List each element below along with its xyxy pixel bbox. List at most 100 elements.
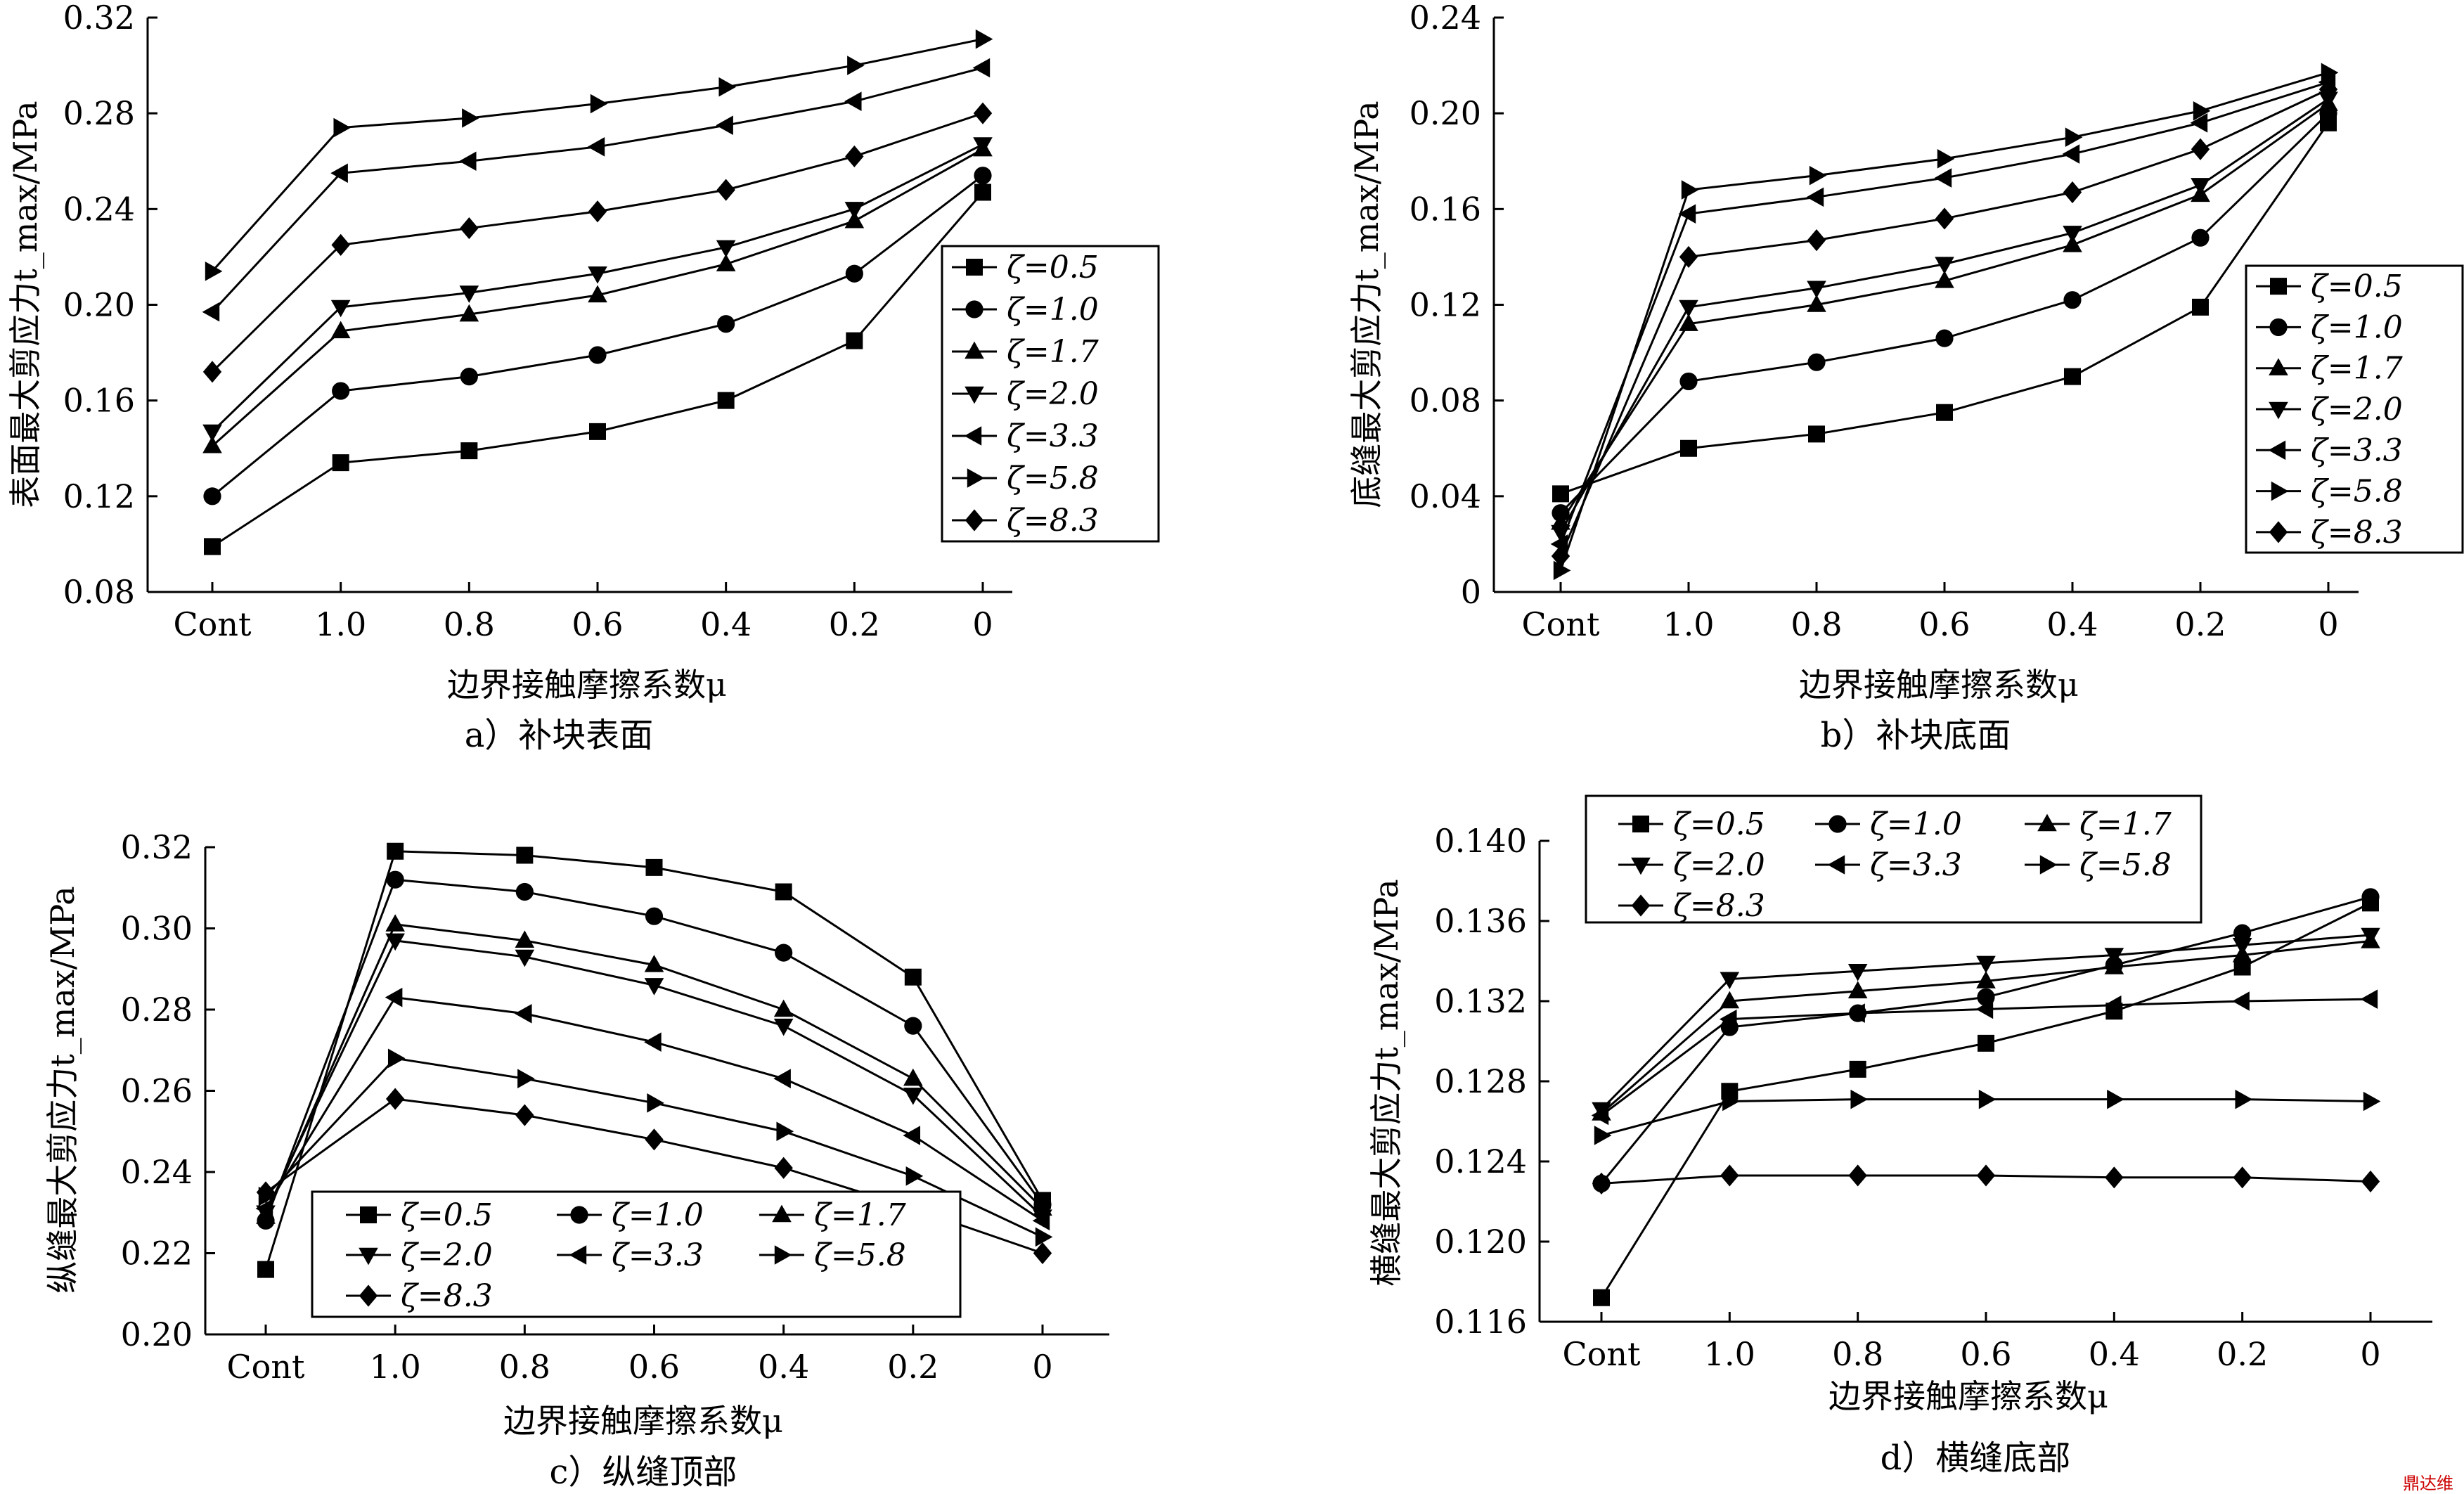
data-point-c-zeta-2-0 xyxy=(644,978,664,996)
data-point-c-zeta-1-7 xyxy=(903,1068,923,1086)
data-point-c-zeta-0-5 xyxy=(387,842,404,860)
data-point-a-zeta-0-5 xyxy=(460,442,478,460)
series-line-a-zeta-0-5 xyxy=(212,191,984,548)
series-b-zeta-5-8 xyxy=(1553,63,2339,581)
data-point-c-zeta-1-7 xyxy=(515,930,535,948)
y-axis-title-c: 纵缝最大剪应力t_max/MPa xyxy=(44,886,82,1293)
y-tick-label-c: 0.22 xyxy=(121,1235,193,1273)
data-point-a-zeta-5-8 xyxy=(718,77,737,97)
data-point-a-zeta-2-0 xyxy=(588,266,607,284)
data-point-c-zeta-2-0 xyxy=(385,933,405,951)
data-point-c-zeta-3-3 xyxy=(644,1032,662,1052)
x-tick-label-c: 0.8 xyxy=(499,1348,550,1386)
y-tick-label-b: 0.20 xyxy=(1410,94,1481,132)
x-tick-label-a: 0.6 xyxy=(572,605,623,643)
legend-marker-a xyxy=(965,386,984,404)
legend-marker-c xyxy=(772,1204,792,1223)
y-tick-label-b: 0.08 xyxy=(1410,382,1481,420)
series-a-zeta-1-0 xyxy=(203,167,992,505)
legend-marker-d xyxy=(2037,813,2057,832)
legend-marker-a xyxy=(965,300,983,318)
data-point-d-zeta-2-0 xyxy=(2104,948,2124,965)
series-d-zeta-3-3 xyxy=(1591,989,2378,1126)
legend-marker-a xyxy=(967,468,985,488)
legend-label-d: ζ=8.3 xyxy=(1673,888,1765,924)
legend-marker-b xyxy=(2270,278,2287,295)
data-point-d-zeta-5-8 xyxy=(1594,1126,1612,1145)
x-tick-label-b: 0 xyxy=(2318,605,2338,643)
data-point-c-zeta-8-3 xyxy=(774,1157,793,1179)
x-tick-label-a: 1.0 xyxy=(315,605,366,643)
y-tick-label-d: 0.120 xyxy=(1434,1223,1527,1261)
data-point-a-zeta-1-7 xyxy=(459,304,479,322)
data-point-b-zeta-5-8 xyxy=(2193,101,2211,121)
x-tick-label-b: 0.6 xyxy=(1918,605,1970,643)
data-point-c-zeta-0-5 xyxy=(257,1261,274,1278)
data-point-b-zeta-8-3 xyxy=(1679,245,1698,269)
x-tick-label-b: Cont xyxy=(1521,605,1600,643)
data-point-a-zeta-3-3 xyxy=(458,151,477,172)
y-tick-label-d: 0.128 xyxy=(1434,1062,1527,1100)
legend-label-c: ζ=3.3 xyxy=(612,1237,704,1273)
data-point-d-zeta-1-7 xyxy=(1976,971,1996,989)
legend-marker-b xyxy=(2269,521,2288,543)
x-tick-label-d: 0.8 xyxy=(1832,1335,1883,1373)
legend-label-d: ζ=1.7 xyxy=(2079,806,2172,842)
data-point-b-zeta-5-8 xyxy=(1809,165,1827,186)
series-d-zeta-8-3 xyxy=(1592,1164,2380,1194)
y-tick-label-d: 0.140 xyxy=(1434,822,1527,860)
series-a-zeta-5-8 xyxy=(205,29,993,281)
legend-label-d: ζ=2.0 xyxy=(1673,847,1765,883)
data-point-b-zeta-8-3 xyxy=(1935,207,1954,230)
data-point-a-zeta-1-0 xyxy=(974,167,992,185)
data-point-d-zeta-5-8 xyxy=(2107,1089,2124,1109)
series-a-zeta-8-3 xyxy=(202,102,993,383)
data-point-d-zeta-1-0 xyxy=(2233,924,2252,942)
legend-marker-c xyxy=(359,1247,378,1266)
x-tick-label-c: 0 xyxy=(1032,1348,1052,1386)
legend-marker-b xyxy=(2269,358,2288,375)
data-point-b-zeta-3-3 xyxy=(2190,112,2208,133)
series-a-zeta-3-3 xyxy=(202,58,991,322)
legend-marker-c xyxy=(774,1245,792,1265)
data-point-d-zeta-2-0 xyxy=(1720,972,1740,990)
series-b-zeta-8-3 xyxy=(1551,78,2338,567)
legend-marker-d xyxy=(1631,894,1651,917)
data-point-a-zeta-1-7 xyxy=(588,285,607,303)
data-point-d-zeta-3-3 xyxy=(1847,1003,1865,1023)
legend-label-c: ζ=0.5 xyxy=(401,1197,493,1233)
x-tick-label-c: 0.6 xyxy=(628,1348,680,1386)
x-tick-label-c: Cont xyxy=(226,1348,305,1386)
series-line-b-zeta-1-7 xyxy=(1559,103,2329,524)
data-point-c-zeta-5-8 xyxy=(1035,1227,1053,1247)
data-point-a-zeta-8-3 xyxy=(716,179,735,201)
data-point-d-zeta-5-8 xyxy=(2235,1089,2253,1109)
data-point-a-zeta-2-0 xyxy=(459,285,479,303)
legend-label-b: ζ=1.0 xyxy=(2311,309,2403,345)
legend-marker-b xyxy=(2269,401,2288,420)
data-point-b-zeta-8-3 xyxy=(2318,78,2338,101)
series-c-zeta-1-0 xyxy=(257,870,1052,1230)
legend-label-b: ζ=2.0 xyxy=(2311,392,2403,427)
x-tick-label-c: 1.0 xyxy=(370,1348,421,1386)
y-tick-label-a: 0.20 xyxy=(63,286,135,324)
legend-label-c: ζ=1.7 xyxy=(814,1197,906,1233)
data-point-d-zeta-2-0 xyxy=(2232,938,2252,955)
data-point-b-zeta-2-0 xyxy=(1679,300,1698,318)
legend-label-d: ζ=0.5 xyxy=(1673,806,1765,842)
data-point-a-zeta-3-3 xyxy=(587,137,605,157)
data-point-b-zeta-5-8 xyxy=(1681,180,1699,200)
x-tick-label-b: 1.0 xyxy=(1663,605,1714,643)
data-point-b-zeta-1-0 xyxy=(2063,291,2082,309)
x-tick-label-a: 0.4 xyxy=(700,605,752,643)
y-tick-label-b: 0.16 xyxy=(1410,190,1481,228)
data-point-b-zeta-2-0 xyxy=(1807,281,1826,299)
legend-label-c: ζ=1.0 xyxy=(612,1197,704,1233)
data-point-c-zeta-1-7 xyxy=(385,914,405,932)
legend-box-d xyxy=(1585,794,2202,924)
data-point-b-zeta-5-8 xyxy=(2321,63,2339,83)
series-line-a-zeta-1-0 xyxy=(212,174,983,497)
data-point-b-zeta-1-7 xyxy=(1807,295,1826,312)
y-tick-label-c: 0.30 xyxy=(121,910,193,948)
x-tick-label-d: 0.2 xyxy=(2217,1335,2268,1373)
